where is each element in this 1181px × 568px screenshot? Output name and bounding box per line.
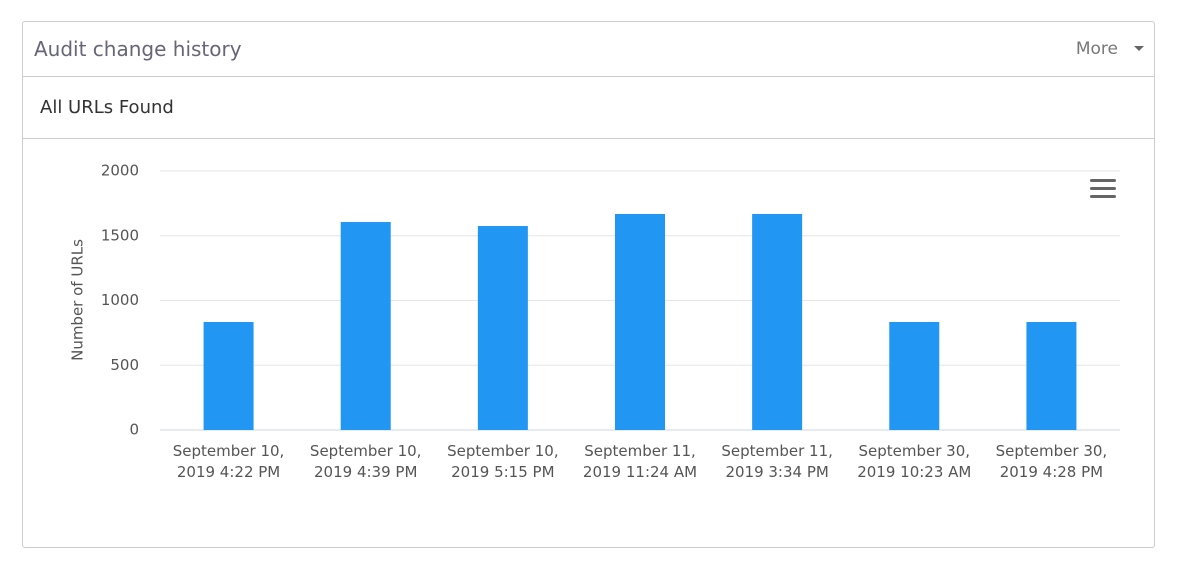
subheader: All URLs Found bbox=[23, 77, 1154, 139]
subheader-title: All URLs Found bbox=[40, 97, 174, 118]
card: Audit change history More All URLs Found bbox=[22, 21, 1155, 548]
x-tick-label: September 10, 2019 5:15 PM bbox=[447, 442, 559, 481]
y-tick-label: 500 bbox=[110, 356, 139, 374]
y-tick-label: 1500 bbox=[101, 226, 139, 244]
y-tick-label: 1000 bbox=[101, 291, 139, 309]
x-tick-label: September 10, 2019 4:22 PM bbox=[172, 442, 285, 481]
more-button[interactable]: More bbox=[1075, 39, 1118, 59]
card-title: Audit change history bbox=[34, 37, 242, 61]
x-tick-label: September 30, 2019 10:23 AM bbox=[857, 442, 972, 481]
x-tick-label: September 11, 2019 11:24 AM bbox=[582, 442, 698, 481]
x-tick-label: September 11, 2019 3:34 PM bbox=[721, 442, 833, 481]
bar bbox=[889, 321, 940, 430]
y-tick-label: 0 bbox=[129, 421, 139, 439]
x-tick-label: September 30, 2019 4:28 PM bbox=[995, 442, 1108, 481]
bar bbox=[203, 321, 254, 430]
menu-bar[interactable] bbox=[1090, 195, 1116, 198]
x-tick-label: September 10, 2019 4:39 PM bbox=[309, 442, 422, 481]
more-caret[interactable] bbox=[1134, 46, 1144, 51]
menu-bar[interactable] bbox=[1090, 187, 1116, 190]
bar bbox=[477, 226, 528, 430]
y-axis-title: Number of URLs bbox=[69, 239, 87, 361]
bar bbox=[752, 213, 803, 430]
bar bbox=[340, 222, 391, 430]
y-tick-label: 2000 bbox=[101, 162, 139, 180]
menu-bar[interactable] bbox=[1090, 179, 1116, 182]
chart-menu[interactable] bbox=[1090, 179, 1116, 198]
bar bbox=[1026, 321, 1077, 430]
bar bbox=[615, 213, 665, 430]
card-header: Audit change history More bbox=[23, 22, 1154, 77]
